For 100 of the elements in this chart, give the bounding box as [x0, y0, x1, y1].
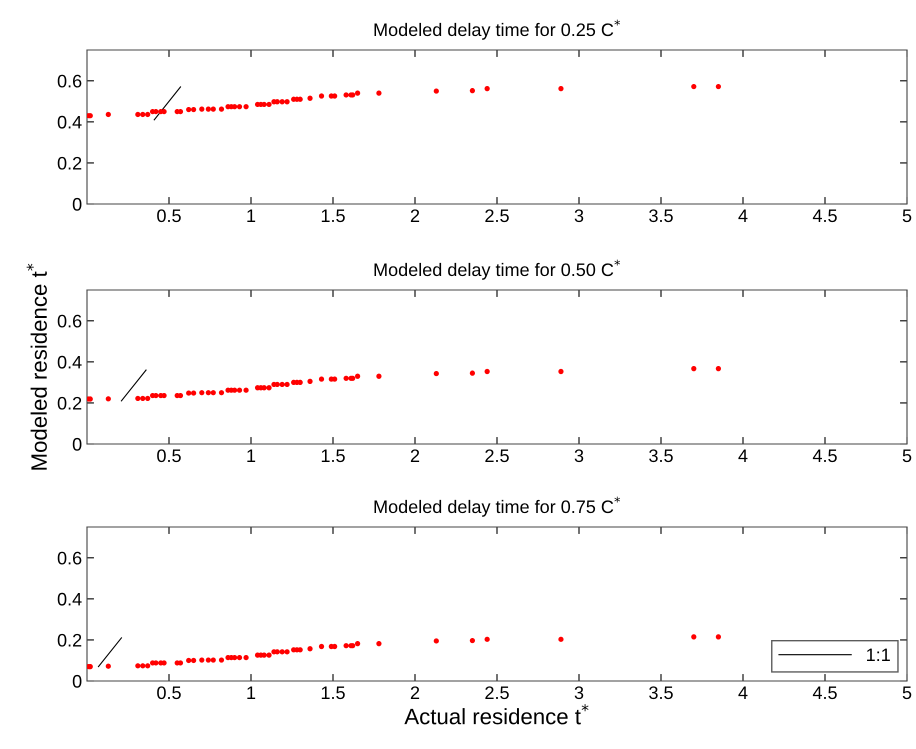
x-tick-label: 5 [902, 686, 912, 700]
point [376, 90, 382, 96]
x-tick-label: 4 [738, 450, 748, 462]
y-tick-label: 0.2 [58, 634, 82, 647]
point [266, 385, 272, 390]
point [434, 88, 439, 94]
x-tick-label: 5 [902, 210, 912, 222]
x-tick-label: 3.5 [649, 209, 673, 222]
point [376, 641, 382, 646]
point [434, 370, 439, 376]
point [232, 104, 238, 110]
point [191, 658, 196, 664]
point [135, 112, 140, 118]
point [243, 104, 249, 110]
point [206, 657, 211, 663]
point [691, 634, 696, 640]
x-tick-label: 3 [574, 686, 584, 700]
point [218, 106, 224, 112]
y-tick-label: 0.6 [58, 552, 82, 565]
x-tick-label: 5 [902, 450, 912, 462]
y-tick-label: 0 [72, 674, 82, 688]
x-tick-label: 1 [247, 210, 256, 222]
point [191, 106, 196, 112]
point [236, 654, 242, 660]
point [307, 96, 313, 101]
point [716, 366, 721, 372]
x-tick-label: 0.5 [157, 686, 181, 700]
point [691, 84, 696, 90]
point [284, 649, 290, 654]
x-tick-label: 4.5 [812, 450, 837, 462]
y-tick-label: 0.6 [58, 314, 82, 328]
x-tick-label: 0.5 [157, 209, 181, 222]
x-tick-label: 3.5 [649, 686, 673, 700]
legend-label: 1:1 [867, 648, 890, 662]
point [307, 378, 313, 384]
y-tick-label: 0 [72, 198, 82, 211]
x-tick-label: 3.5 [649, 449, 673, 462]
point [140, 663, 146, 668]
y-axis-title: Modeled residence t$^{*}$ [26, 264, 47, 470]
point [280, 382, 285, 388]
point [470, 638, 475, 644]
x-tick-label: 2.5 [485, 209, 509, 222]
point [470, 88, 475, 94]
point [284, 99, 290, 104]
point [206, 390, 211, 396]
x-tick-label: 2 [410, 209, 420, 222]
x-tick-label: 3 [574, 209, 584, 222]
point [199, 657, 204, 663]
point [236, 104, 242, 110]
point [470, 370, 475, 376]
x-tick-label: 4 [738, 686, 748, 699]
x-tick-label: 1.5 [322, 686, 345, 700]
point [210, 390, 216, 396]
point [135, 396, 140, 402]
point [484, 86, 490, 92]
point [206, 106, 211, 112]
chart-title: Modeled delay time for 0.25 C$^{*}$ [374, 20, 620, 40]
point [716, 84, 721, 90]
point [266, 102, 272, 108]
point [558, 86, 564, 92]
point [186, 390, 192, 396]
point [558, 368, 564, 374]
y-tick-label: 0.4 [58, 592, 82, 606]
point [344, 643, 349, 648]
point [145, 663, 150, 668]
point [236, 388, 242, 393]
x-tick-label: 1.5 [322, 210, 345, 222]
point [243, 388, 249, 393]
point [243, 654, 249, 660]
point [106, 664, 111, 669]
chart-title: Modeled delay time for 0.50 C$^{*}$ [374, 260, 620, 280]
point [307, 646, 313, 652]
point [355, 641, 360, 646]
y-tick-label: 0.4 [58, 356, 82, 369]
y-tick-label: 0.4 [58, 116, 82, 129]
point [355, 90, 360, 96]
point [344, 92, 349, 98]
point [716, 634, 721, 640]
x-tick-label: 3 [574, 449, 584, 462]
point [145, 112, 150, 118]
point [280, 99, 285, 104]
x-tick-label: 4.5 [812, 686, 837, 700]
point [218, 390, 224, 396]
point [186, 658, 192, 664]
point [484, 636, 490, 642]
point [262, 385, 267, 390]
point [106, 396, 111, 402]
point [376, 374, 382, 379]
point [191, 390, 196, 396]
point [199, 390, 204, 396]
point [691, 366, 696, 372]
x-axis-title: Actual residence t$^{*}$ [404, 704, 588, 724]
point [140, 396, 146, 402]
point [145, 396, 150, 402]
point [186, 106, 192, 112]
point [135, 663, 140, 668]
point [210, 657, 216, 663]
x-tick-label: 1 [247, 686, 256, 699]
point [484, 368, 490, 374]
point [266, 652, 272, 658]
